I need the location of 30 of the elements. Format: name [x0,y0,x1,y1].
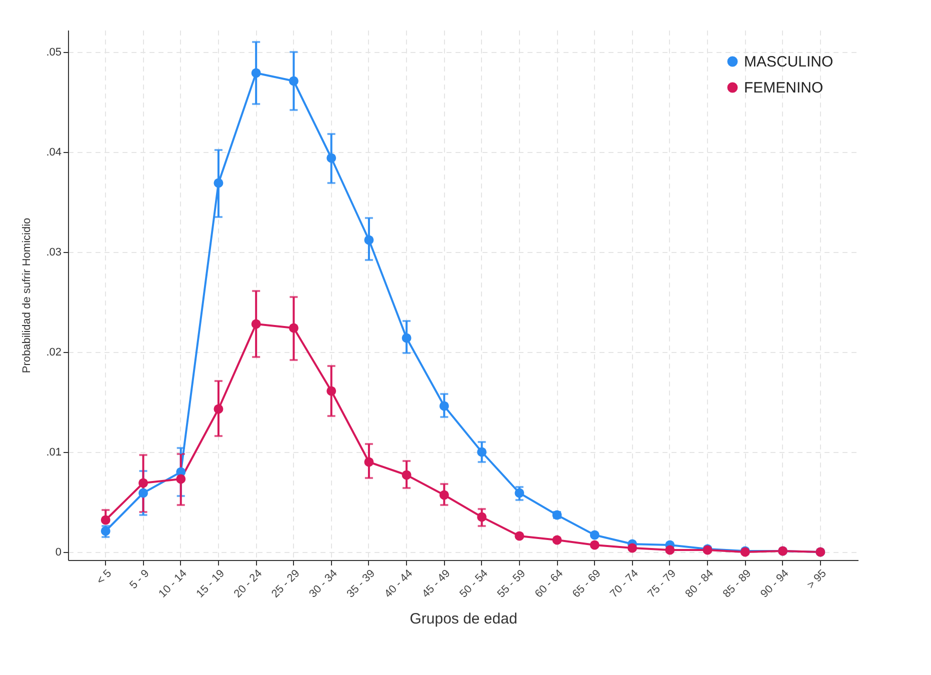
x-tick-label: < 5 [94,568,114,588]
y-tick-label: 0 [55,546,62,558]
x-tick-label: 50 - 54 [458,568,490,600]
x-tick-label: 60 - 64 [532,568,566,600]
x-tick-label: 55 - 59 [495,568,528,600]
y-tick-label: .03 [46,246,62,258]
x-tick-label: 75 - 79 [646,568,678,600]
y-axis-title: Probabilidad de sufrir Homicidio [21,218,34,374]
x-tick-label: 10 - 14 [156,568,190,600]
y-tick-label: .04 [46,146,62,158]
x-tick-label: 5 - 9 [128,568,152,592]
x-tick-label: 65 - 69 [570,568,604,600]
legend-label: MASCULINO [744,54,834,70]
x-tick-label: 80 - 84 [683,568,716,600]
x-tick-label: 35 - 39 [344,568,378,600]
x-axis-title: Grupos de edad [410,610,518,628]
x-tick-label: 25 - 29 [269,568,302,600]
x-tick-label: 30 - 34 [307,568,340,600]
y-tick-label: .05 [46,46,62,58]
legend-label: FEMENINO [744,80,824,96]
x-tick-label: 45 - 49 [420,568,453,600]
y-tick-label: .01 [46,446,62,458]
x-tick-label: 70 - 74 [608,568,641,600]
x-tick-label: > 95 [805,568,829,592]
x-tick-label: 90 - 94 [758,568,792,600]
x-tick-label: 85 - 89 [720,568,754,600]
y-tick-label: .02 [46,346,62,358]
x-tick-label: 40 - 44 [382,568,416,600]
x-tick-label: 15 - 19 [194,568,227,600]
x-tick-label: 20 - 24 [232,568,265,600]
